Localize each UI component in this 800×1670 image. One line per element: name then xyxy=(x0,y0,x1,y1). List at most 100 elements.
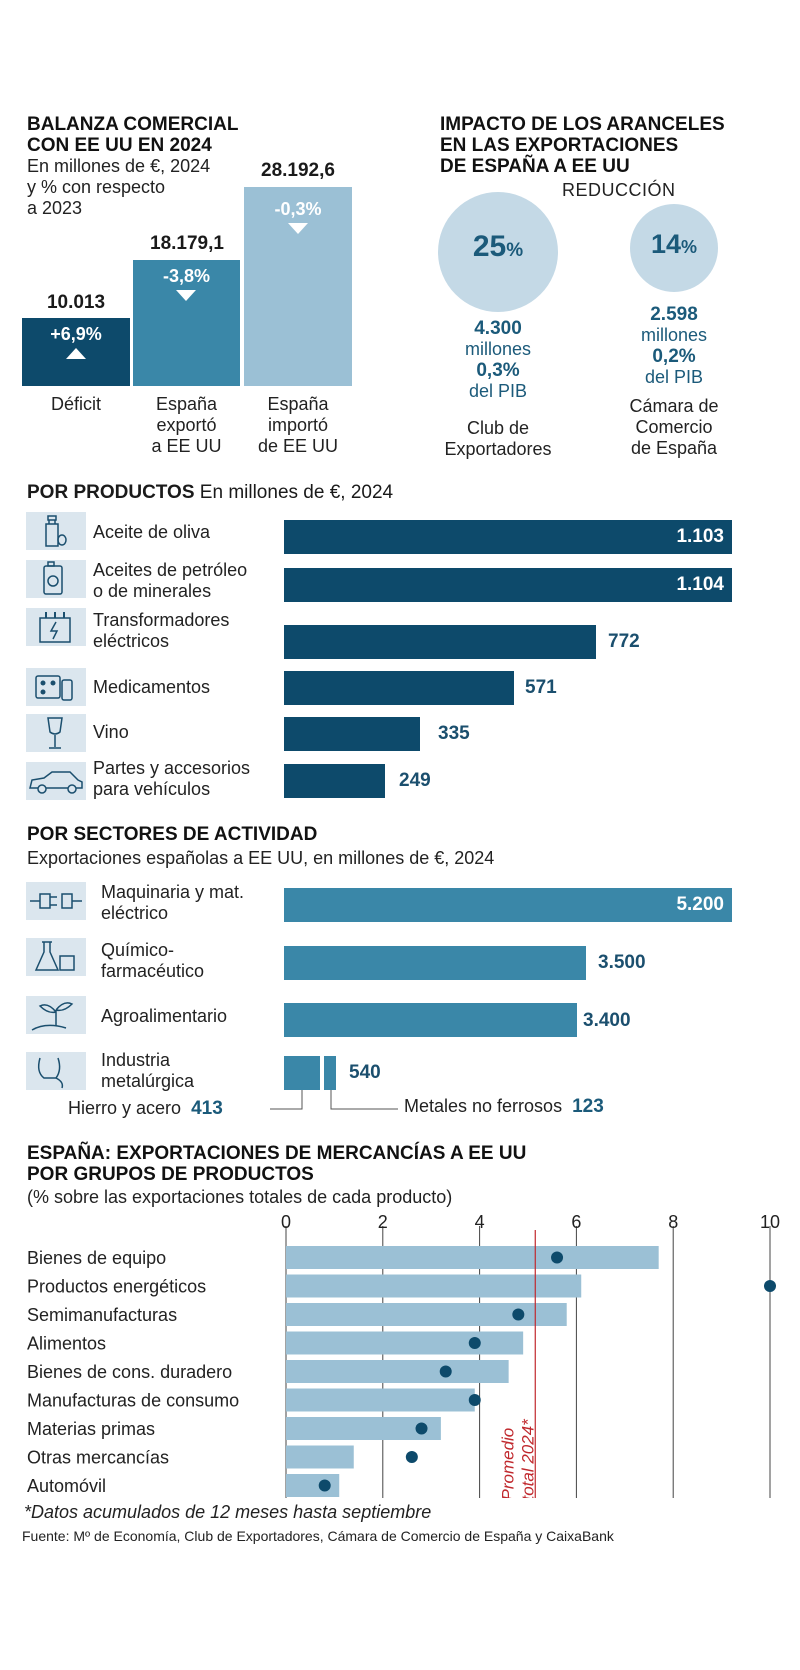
chart-dot xyxy=(439,1365,452,1378)
balanza-subtitle: En millones de €, 2024 y % con respecto … xyxy=(27,156,210,219)
deficit-pct: +6,9% xyxy=(50,324,102,344)
down-arrow-icon xyxy=(288,223,308,234)
sector-label: Industria metalúrgica xyxy=(101,1050,194,1092)
olive-oil-icon xyxy=(26,512,86,550)
importo-label-line3: de EE UU xyxy=(257,436,339,456)
chart-dot xyxy=(468,1337,481,1349)
balanza-sub-line1: En millones de €, 2024 xyxy=(27,156,211,176)
producto-0-l1: Aceite de oliva xyxy=(93,522,211,542)
down-arrow-icon xyxy=(176,290,196,301)
producto-value: 1.103 xyxy=(676,526,724,547)
producto-2-l1: Transformadores xyxy=(93,610,230,630)
producto-value: 249 xyxy=(399,770,431,791)
chart-dot xyxy=(405,1451,418,1463)
producto-value: 772 xyxy=(608,631,640,652)
importo-label-line2: importó xyxy=(267,415,329,435)
impacto-club-unit: millones xyxy=(464,339,532,359)
tick-label: 10 xyxy=(760,1212,780,1232)
exporto-value: 18.179,1 xyxy=(150,233,224,254)
producto-2-l2: eléctricos xyxy=(93,631,170,651)
chart-bar xyxy=(286,1417,441,1440)
hierro-acero-text: Hierro y acero xyxy=(68,1098,182,1118)
producto-bar xyxy=(284,625,596,659)
chart-bar xyxy=(286,1388,475,1412)
impacto-club-pct-sign: % xyxy=(506,240,524,261)
productos-title-bold: POR PRODUCTOS xyxy=(27,482,195,503)
impacto-camara-src-line1: Cámara de xyxy=(629,396,719,416)
sprout-icon xyxy=(26,996,86,1034)
category-label: Productos energéticos xyxy=(27,1277,206,1297)
exporto-label-line1: España xyxy=(155,394,218,414)
sector-bar-hierro xyxy=(284,1056,320,1090)
sector-2-l1: Agroalimentario xyxy=(101,1006,228,1026)
impacto-club-details: 4.300 millones 0,3% del PIB xyxy=(430,318,566,402)
impacto-camara-src-line3: de España xyxy=(630,438,718,458)
producto-bar xyxy=(284,671,514,705)
importo-bar: -0,3% xyxy=(244,187,352,386)
impacto-camara-details: 2.598 millones 0,2% del PIB xyxy=(610,304,738,388)
category-label: Semimanufacturas xyxy=(27,1305,177,1325)
impacto-circle-camara-text: 14% xyxy=(630,229,718,260)
chart-bar xyxy=(286,1474,340,1497)
average-label-line1: Promedio xyxy=(498,1428,517,1498)
chart-bar xyxy=(286,1331,524,1355)
category-label: Materias primas xyxy=(27,1419,155,1439)
impacto-club-pib-pct: 0,3% xyxy=(476,360,520,381)
sector-label: Agroalimentario xyxy=(101,1006,227,1027)
medicine-icon xyxy=(26,668,86,706)
oil-can-icon xyxy=(26,560,86,598)
sectores-title: POR SECTORES DE ACTIVIDAD xyxy=(27,824,318,845)
balanza-sub-line2: y % con respecto xyxy=(27,177,166,197)
sector-bar: 5.200 xyxy=(284,888,732,922)
grupos-subtitle: (% sobre las exportaciones totales de ca… xyxy=(27,1187,453,1207)
up-arrow-icon xyxy=(66,348,86,359)
producto-value: 335 xyxy=(438,723,470,744)
balanza-title-line2: CON EE UU EN 2024 xyxy=(27,135,212,156)
producto-4-l1: Vino xyxy=(93,722,129,742)
producto-5-l1: Partes y accesorios xyxy=(93,758,251,778)
impacto-title-line2: EN LAS EXPORTACIONES xyxy=(440,135,679,156)
deficit-bar: +6,9% xyxy=(22,318,130,386)
impacto-club-amount: 4.300 xyxy=(474,318,522,339)
metalurgica-leader-lines xyxy=(270,1090,398,1110)
chart-bar xyxy=(286,1246,659,1269)
exporto-bar: -3,8% xyxy=(133,260,240,386)
sectores-subtitle: Exportaciones españolas a EE UU, en mill… xyxy=(27,848,495,868)
sector-value: 3.400 xyxy=(583,1010,631,1031)
chart-dot xyxy=(764,1280,776,1292)
metales-label: Metales no ferrosos 123 xyxy=(404,1096,604,1117)
tick-label: 6 xyxy=(571,1212,581,1232)
exporto-pct: -3,8% xyxy=(162,266,211,286)
producto-1-l2: o de minerales xyxy=(93,581,212,601)
sector-label: Químico-farmacéutico xyxy=(101,940,204,982)
importo-pct: -0,3% xyxy=(274,199,322,219)
chemistry-icon xyxy=(26,938,86,976)
chart-dot xyxy=(415,1422,428,1435)
sector-value: 5.200 xyxy=(676,894,724,915)
impacto-title-line1: IMPACTO DE LOS ARANCELES xyxy=(440,114,725,135)
sector-value: 540 xyxy=(349,1062,381,1083)
chart-dot xyxy=(468,1394,481,1406)
deficit-label: Déficit xyxy=(22,394,130,415)
impacto-circle-club: 25% xyxy=(438,192,558,312)
producto-1-l1: Aceites de petróleo xyxy=(93,560,248,580)
producto-bar: 1.104 xyxy=(284,568,732,602)
metales-value: 123 xyxy=(572,1096,604,1117)
balanza-sub-line3: a 2023 xyxy=(27,198,83,218)
grupos-chart: 0 2 4 6 8 10 Bienes de equipo Productos energét… xyxy=(27,1212,780,1498)
impacto-title-line3: DE ESPAÑA A EE UU xyxy=(440,156,630,177)
producto-bar xyxy=(284,764,385,798)
reduccion-label: REDUCCIÓN xyxy=(562,180,676,200)
producto-3-l1: Medicamentos xyxy=(93,677,211,697)
sector-3-l1: Industria xyxy=(101,1050,171,1070)
impacto-camara-pib-pct: 0,2% xyxy=(652,346,696,367)
hierro-acero-label: Hierro y acero 413 xyxy=(68,1098,223,1119)
footer-source: Fuente: Mº de Economía, Club de Exportad… xyxy=(22,1528,614,1544)
impacto-camara-pct-num: 14 xyxy=(650,229,682,259)
category-label: Automóvil xyxy=(27,1476,106,1496)
producto-5-l2: para vehículos xyxy=(93,779,211,799)
average-label-line2: total 2024* xyxy=(518,1418,537,1498)
producto-label: Partes y accesorios para vehículos xyxy=(93,758,250,800)
sector-0-l1: Maquinaria y mat. xyxy=(101,882,245,902)
chart-dot xyxy=(512,1308,525,1321)
